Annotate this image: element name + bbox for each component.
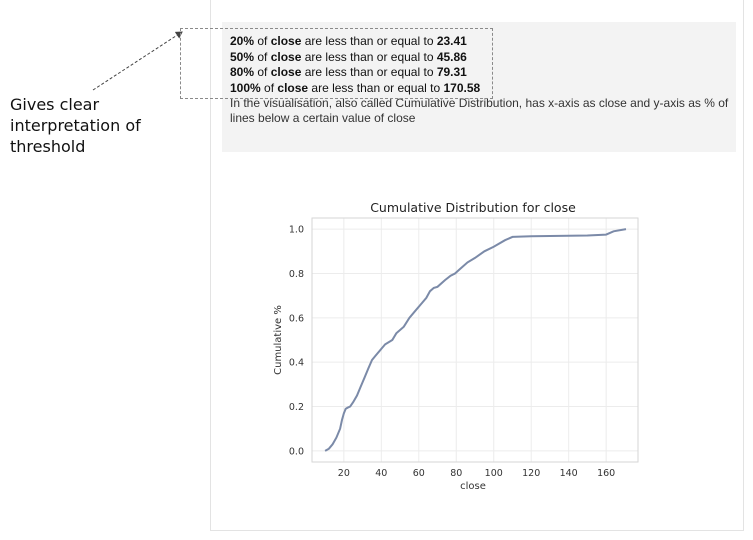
threshold-field: close bbox=[270, 34, 302, 48]
x-tick-label: 40 bbox=[375, 468, 387, 479]
annotation-label: Gives clear interpretation of threshold bbox=[10, 95, 141, 156]
axis-ticks: 0.0 0.2 0.4 0.6 0.8 1.0 20 40 60 80 100 120 140 160 bbox=[289, 225, 615, 479]
chart-title: Cumulative Distribution for close bbox=[370, 200, 576, 215]
x-tick-label: 80 bbox=[450, 468, 462, 479]
y-tick-label: 1.0 bbox=[289, 225, 304, 236]
summary-description: In the visualisation, also called Cumula… bbox=[230, 96, 729, 125]
threshold-line: 20% of close are less than or equal to 2… bbox=[230, 34, 480, 50]
threshold-percent: 20% bbox=[230, 34, 255, 48]
threshold-field: close bbox=[270, 49, 302, 64]
y-tick-label: 0.2 bbox=[289, 402, 304, 413]
threshold-text: of bbox=[254, 65, 271, 79]
x-tick-label: 60 bbox=[413, 468, 425, 479]
threshold-text: are less than or equal to bbox=[301, 65, 437, 79]
threshold-value: 79.31 bbox=[436, 65, 467, 79]
threshold-field: close bbox=[270, 65, 302, 79]
cdf-chart: Cumulative Distribution for close 0.0 0.2… bbox=[273, 200, 639, 492]
x-tick-label: 140 bbox=[560, 468, 578, 479]
x-axis-label: close bbox=[460, 481, 486, 492]
y-tick-label: 0.8 bbox=[289, 269, 304, 280]
x-tick-label: 20 bbox=[338, 468, 350, 479]
y-tick-label: 0.4 bbox=[289, 358, 304, 369]
threshold-text: are less than or equal to bbox=[301, 49, 437, 64]
y-axis-label: Cumulative % bbox=[273, 305, 284, 375]
x-tick-label: 100 bbox=[485, 468, 503, 479]
plot-frame bbox=[311, 217, 639, 463]
threshold-line: 100% of close are less than or equal to … bbox=[230, 81, 480, 97]
y-tick-label: 0.0 bbox=[289, 446, 304, 457]
threshold-percent: 80% bbox=[230, 65, 255, 79]
y-tick-label: 0.6 bbox=[289, 313, 304, 324]
threshold-value: 23.41 bbox=[436, 34, 467, 48]
grid bbox=[312, 218, 638, 462]
x-tick-label: 160 bbox=[597, 468, 615, 479]
series-line bbox=[324, 228, 627, 452]
threshold-value: 45.86 bbox=[436, 49, 467, 64]
threshold-text: are less than or equal to bbox=[308, 80, 444, 95]
threshold-percent: 50% bbox=[230, 49, 255, 64]
threshold-text: are less than or equal to bbox=[301, 34, 437, 48]
summary-box bbox=[222, 22, 736, 152]
threshold-text: of bbox=[254, 34, 271, 48]
threshold-line: 50% of close are less than or equal to 4… bbox=[230, 50, 480, 66]
threshold-text: of bbox=[254, 49, 271, 64]
x-tick-label: 120 bbox=[522, 468, 540, 479]
threshold-lines: 20% of close are less than or equal to 2… bbox=[230, 34, 480, 96]
threshold-text: of bbox=[260, 80, 278, 95]
highlight-box bbox=[180, 28, 493, 99]
threshold-line: 80% of close are less than or equal to 7… bbox=[230, 65, 480, 81]
threshold-field: close bbox=[277, 80, 309, 95]
threshold-percent: 100% bbox=[230, 80, 261, 95]
threshold-value: 170.58 bbox=[443, 80, 481, 95]
